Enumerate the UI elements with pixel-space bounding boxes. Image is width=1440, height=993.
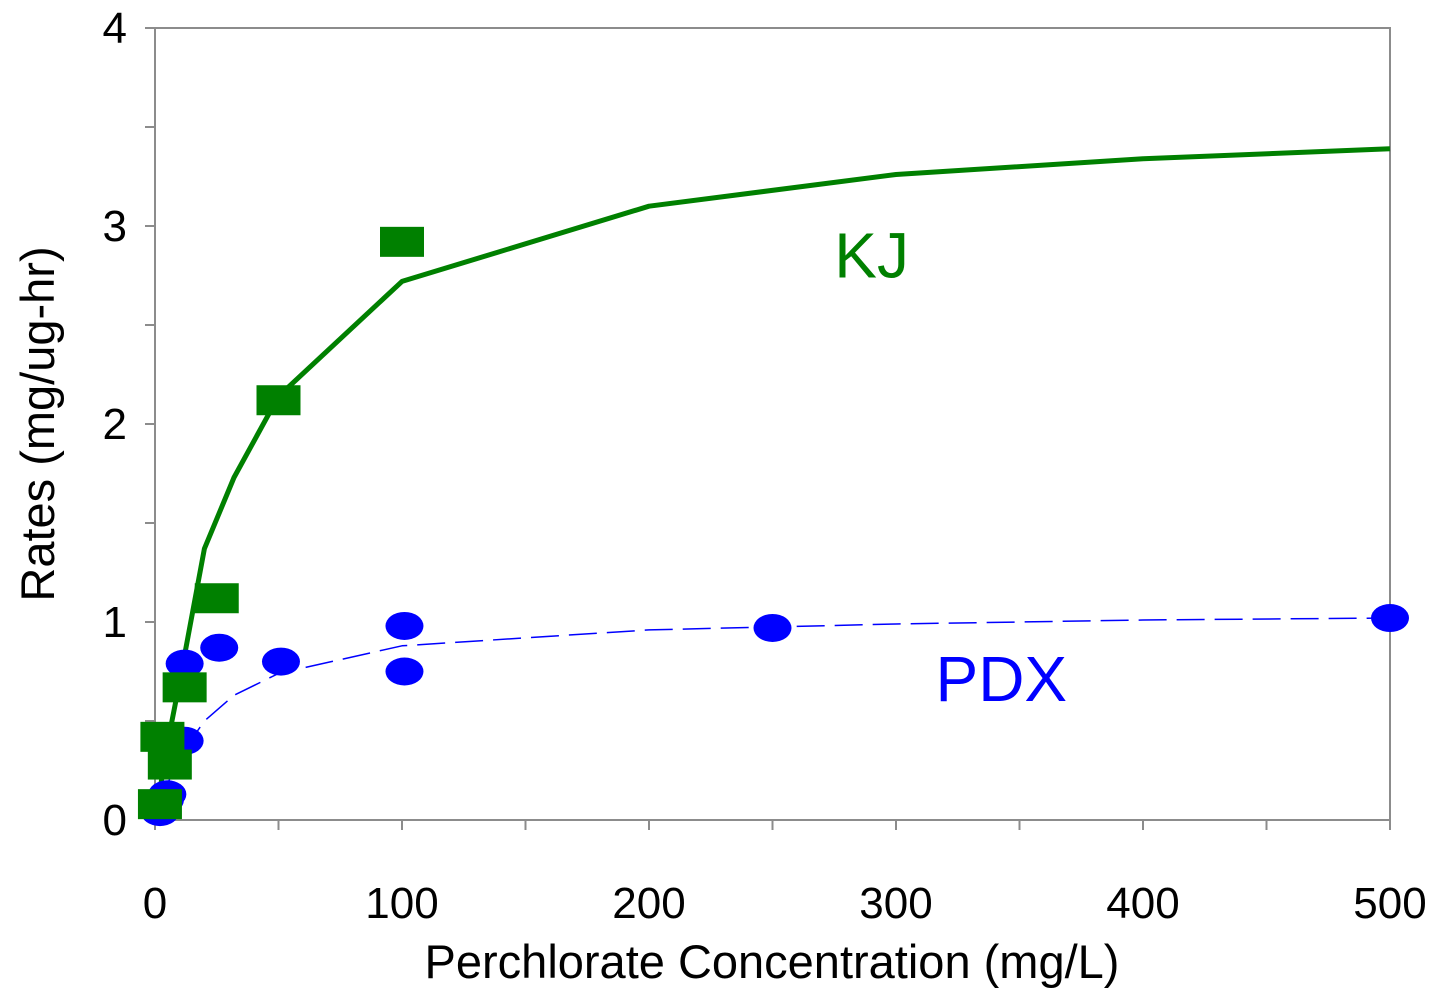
fit-line-pdx [154,617,1391,821]
x-tick-label: 100 [365,879,438,928]
y-axis-title: Rates (mg/ug-hr) [11,246,64,601]
plot-frame [154,27,1391,821]
series-labels: KJ PDX [834,219,1067,715]
point-kj [256,385,301,416]
plot-area [154,27,1391,821]
y-tick-label: 2 [103,400,127,449]
y-tick-label: 3 [103,202,127,251]
point-kj [137,789,182,820]
point-kj [380,226,424,257]
point-pdx [200,633,239,662]
x-tick-label: 200 [612,879,685,928]
x-tick-label: 0 [143,879,167,928]
series-label-kj: KJ [834,219,909,291]
point-kj [140,721,185,752]
fit-lines [152,146,1391,821]
x-axis-title: Perchlorate Concentration (mg/L) [425,935,1120,988]
fit-line-kj [152,146,1391,821]
point-pdx [385,657,424,686]
point-pdx [1371,604,1409,633]
point-pdx [165,649,204,678]
tick-labels: 0 100 200 300 400 500 0 1 2 3 4 [103,4,1427,928]
y-tick-label: 0 [103,796,127,845]
point-kj [162,672,207,703]
tick-marks [145,27,1391,830]
y-tick-label: 1 [103,598,127,647]
point-pdx [385,611,424,640]
point-kj [194,583,239,614]
data-points [137,226,1409,827]
point-pdx [261,647,300,676]
y-tick-label: 4 [103,4,127,53]
point-kj [147,749,192,780]
x-tick-label: 400 [1106,879,1179,928]
x-tick-label: 500 [1353,879,1426,928]
point-pdx [753,613,792,642]
series-label-pdx: PDX [936,643,1068,715]
x-tick-label: 300 [859,879,932,928]
